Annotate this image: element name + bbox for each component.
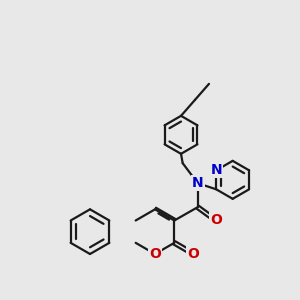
Text: N: N — [210, 163, 222, 177]
Text: O: O — [149, 247, 161, 261]
Text: O: O — [210, 214, 222, 227]
Text: N: N — [192, 176, 203, 190]
Text: O: O — [187, 247, 199, 261]
